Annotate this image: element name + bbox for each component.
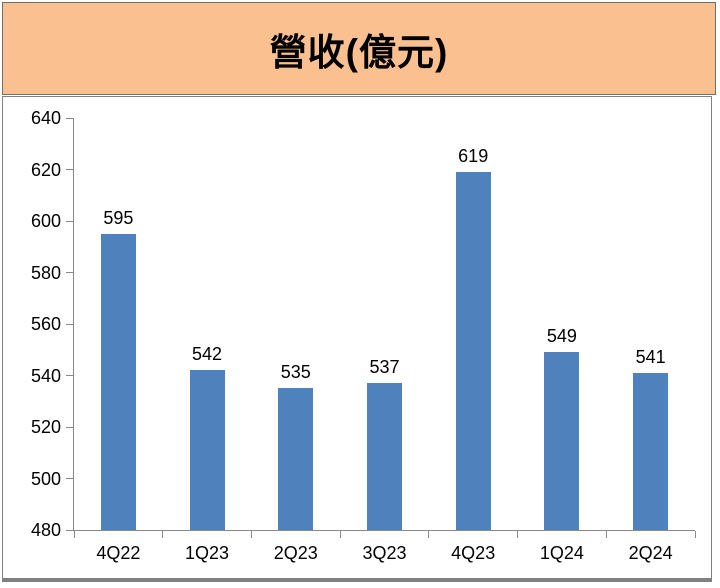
x-axis-tick [73,531,75,538]
x-axis-tick [162,531,164,538]
category-label: 3Q23 [362,543,407,563]
y-axis-tick [66,323,73,325]
y-axis-tick [66,169,73,170]
bar-value-label: 549 [546,326,577,347]
y-axis-tick-label: 480 [30,520,61,540]
y-axis-tick [66,375,73,376]
bar-value-label: 595 [103,207,134,228]
category-label: 2Q23 [273,543,318,563]
bar-value-label: 619 [458,146,489,167]
category-label: 4Q23 [451,543,496,563]
x-axis-tick [428,531,430,538]
y-axis: 480 500 520 540 560 580 600 620 640 [3,108,61,540]
bar-value-label: 535 [280,362,311,383]
y-axis-tick-label: 640 [30,108,61,128]
bar [544,352,580,530]
bar-value-label: 541 [635,346,666,367]
x-axis-tick [605,531,607,538]
x-axis-tick [517,531,519,538]
y-axis-tick [66,478,73,479]
chart-frame: 480 500 520 540 560 580 600 620 640 595 4Q22 542 1Q… [2,96,712,582]
x-axis-tick [339,531,341,538]
y-axis-tick-label: 580 [30,262,61,283]
chart-title-banner: 營收(億元) [2,2,716,95]
y-axis-tick-label: 500 [30,468,61,489]
y-axis-tick [66,529,73,531]
y-axis-tick [66,272,73,273]
plot-area: 595 4Q22 542 1Q23 535 2Q23 537 3Q23 619 4Q23 549 1Q… [66,117,696,563]
bar [455,172,491,530]
y-axis-tick-label: 520 [30,417,61,437]
bar-value-label: 542 [192,344,223,365]
y-axis-tick-label: 600 [30,211,61,231]
bar-value-label: 537 [369,357,400,378]
category-label: 2Q24 [628,543,673,563]
category-label: 4Q22 [96,543,141,563]
y-axis-tick-label: 620 [30,159,61,180]
y-axis-tick [66,117,73,119]
x-axis-tick [250,531,252,538]
y-axis-tick-label: 560 [30,314,61,334]
bar [367,383,402,530]
x-axis-tick [694,531,696,538]
bar [100,233,136,530]
y-axis-tick [66,426,73,428]
category-label: 1Q24 [539,543,584,563]
y-axis-tick [66,220,73,222]
bar [633,372,669,530]
y-axis-tick-label: 540 [30,365,61,386]
category-label: 1Q23 [185,543,230,563]
chart-title: 營收(億元) [269,31,449,73]
bar [278,388,314,530]
bar [189,370,225,530]
